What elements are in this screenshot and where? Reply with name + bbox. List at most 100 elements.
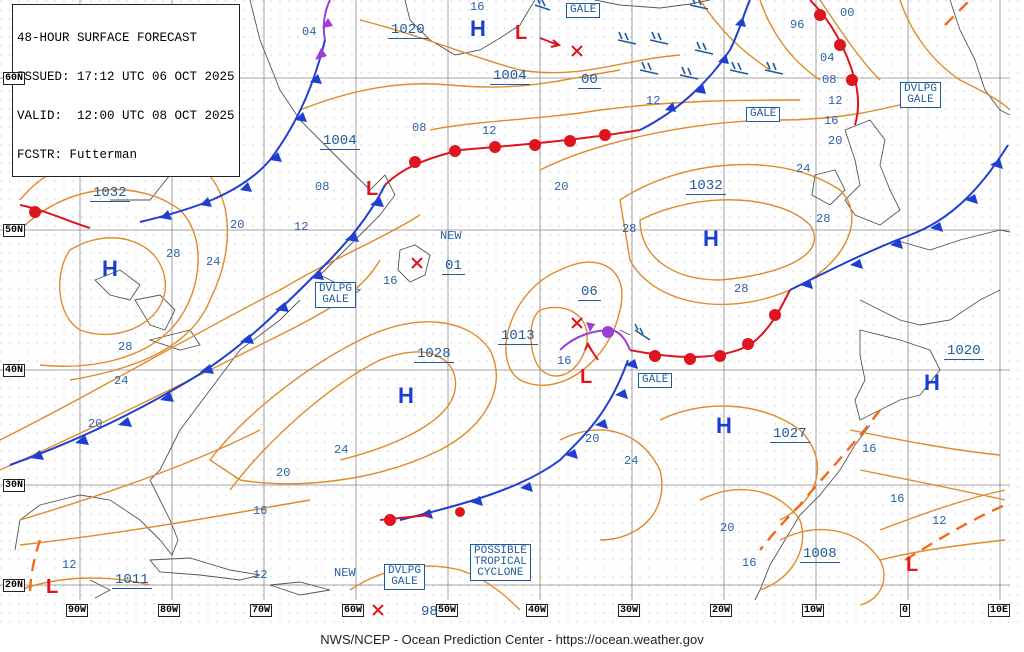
isobar-label: 16 bbox=[824, 114, 839, 128]
pressure-98: 98 bbox=[421, 604, 438, 620]
isobar-label: 20 bbox=[720, 521, 735, 535]
lon-label-60w: 60W bbox=[342, 604, 365, 617]
isobar-label: 24 bbox=[334, 443, 349, 457]
developing-gale-south: DVLPG GALE bbox=[384, 564, 426, 590]
low-pressure-gulf: L bbox=[46, 576, 59, 598]
header-issued: ISSUED: 17:12 UTC 06 OCT 2025 bbox=[17, 70, 235, 84]
isobar-label: 20 bbox=[230, 218, 245, 232]
storm-tracks bbox=[539, 37, 599, 361]
isobar-label: 12 bbox=[253, 568, 268, 582]
lat-label-20n: 20N bbox=[3, 579, 26, 592]
isobar-label: 12 bbox=[294, 220, 309, 234]
pressure-1004-west: 1004 bbox=[320, 133, 360, 150]
isobar-label: 04 bbox=[302, 25, 317, 39]
isobar-label: 16 bbox=[890, 492, 905, 506]
occluded-barbs bbox=[315, 18, 614, 338]
isobar-label: 16 bbox=[383, 274, 398, 288]
isobar-label: 28 bbox=[622, 222, 637, 236]
isobar-label: 08 bbox=[315, 180, 330, 194]
header-forecaster: FCSTR: Futterman bbox=[17, 148, 138, 162]
isobar-label: 12 bbox=[482, 124, 497, 138]
isobar-label: 20 bbox=[828, 134, 843, 148]
isobar-label: 16 bbox=[253, 504, 268, 518]
pressure-1008: 1008 bbox=[800, 546, 840, 563]
isobar-label: 12 bbox=[62, 558, 77, 572]
developing-gale-west: DVLPG GALE bbox=[315, 282, 357, 308]
new-low-label: NEW bbox=[334, 566, 356, 580]
lat-label-30n: 30N bbox=[3, 479, 26, 492]
wind-barbs bbox=[534, 0, 784, 341]
isobar-label: 16 bbox=[470, 0, 485, 14]
isobar-label: 24 bbox=[624, 454, 639, 468]
isobar-label: 28 bbox=[166, 247, 181, 261]
troughs bbox=[28, 0, 1006, 596]
graticule bbox=[0, 0, 1010, 600]
new-low-label: NEW bbox=[440, 229, 462, 243]
isobar-label: 96 bbox=[790, 18, 805, 32]
low-pressure-central: L bbox=[580, 366, 593, 388]
cold-front-barbs bbox=[30, 17, 1003, 519]
pressure-1032-central: 1032 bbox=[686, 178, 726, 195]
lat-label-50n: 50N bbox=[3, 224, 26, 237]
pressure-00-n: 00 bbox=[578, 72, 601, 89]
coastlines bbox=[14, 0, 1011, 601]
gale-warning-north: GALE bbox=[566, 3, 601, 18]
pressure-1020-east: 1020 bbox=[944, 343, 984, 360]
isobar-label: 00 bbox=[840, 6, 855, 20]
isobar-label: 20 bbox=[585, 432, 600, 446]
high-pressure-west: H bbox=[102, 256, 118, 281]
high-pressure-central: H bbox=[703, 226, 719, 251]
low-pressure-north: L bbox=[515, 22, 528, 44]
gale-warning-northeast: GALE bbox=[746, 107, 781, 122]
header-title: 48-HOUR SURFACE FORECAST bbox=[17, 31, 198, 45]
pressure-1028: 1028 bbox=[414, 346, 454, 363]
isobar-label: 16 bbox=[862, 442, 877, 456]
lon-label-20w: 20W bbox=[710, 604, 733, 617]
isobar-label: 24 bbox=[114, 374, 129, 388]
gale-warning-central: GALE bbox=[638, 373, 673, 388]
lat-label-40n: 40N bbox=[3, 364, 26, 377]
header-valid: VALID: 12:00 UTC 08 OCT 2025 bbox=[17, 109, 235, 123]
high-pressure-south: H bbox=[716, 413, 732, 438]
lon-label-50w: 50W bbox=[436, 604, 459, 617]
warm-front-bumps bbox=[29, 9, 858, 526]
isobar-label: 28 bbox=[816, 212, 831, 226]
forecast-positions bbox=[372, 45, 583, 616]
isobar-label: 28 bbox=[734, 282, 749, 296]
pressure-06: 06 bbox=[578, 284, 601, 301]
lon-label-0: 0 bbox=[900, 604, 911, 617]
low-pressure-newfoundland: L bbox=[366, 178, 379, 200]
lon-label-10w: 10W bbox=[802, 604, 825, 617]
lon-label-70w: 70W bbox=[250, 604, 273, 617]
lat-label-60n: 60N bbox=[3, 72, 26, 85]
pressure-1004-n: 1004 bbox=[490, 68, 530, 85]
pressure-1032-west: 1032 bbox=[90, 185, 130, 202]
isobar-label: 24 bbox=[796, 162, 811, 176]
pressure-1020-nw: 1020 bbox=[388, 22, 428, 39]
isobar-label: 16 bbox=[742, 556, 757, 570]
isobar-label: 28 bbox=[118, 340, 133, 354]
isobar-label: 12 bbox=[932, 514, 947, 528]
lon-label-10e: 10E bbox=[988, 604, 1011, 617]
lon-label-90w: 90W bbox=[66, 604, 89, 617]
isobar-label: 20 bbox=[88, 417, 103, 431]
developing-gale-northeast: DVLPG GALE bbox=[900, 82, 942, 108]
lon-label-40w: 40W bbox=[526, 604, 549, 617]
high-pressure-east: H bbox=[924, 370, 940, 395]
pressure-01: 01 bbox=[442, 258, 465, 275]
isobar-label: 12 bbox=[828, 94, 843, 108]
isobar-label: 20 bbox=[554, 180, 569, 194]
pressure-1027: 1027 bbox=[770, 426, 810, 443]
isobar-label: 20 bbox=[276, 466, 291, 480]
high-pressure-north: H bbox=[470, 16, 486, 41]
forecast-header: 48-HOUR SURFACE FORECAST ISSUED: 17:12 U… bbox=[12, 4, 240, 177]
isobar-label: 08 bbox=[822, 73, 837, 87]
high-pressure-southwest: H bbox=[398, 383, 414, 408]
pressure-1013: 1013 bbox=[498, 328, 538, 345]
isobar-label: 24 bbox=[206, 255, 221, 269]
isobar-label: 08 bbox=[412, 121, 427, 135]
low-pressure-africa: L bbox=[906, 554, 919, 576]
pressure-1011: 1011 bbox=[112, 572, 152, 589]
isobar-label: 12 bbox=[646, 94, 661, 108]
lon-label-80w: 80W bbox=[158, 604, 181, 617]
